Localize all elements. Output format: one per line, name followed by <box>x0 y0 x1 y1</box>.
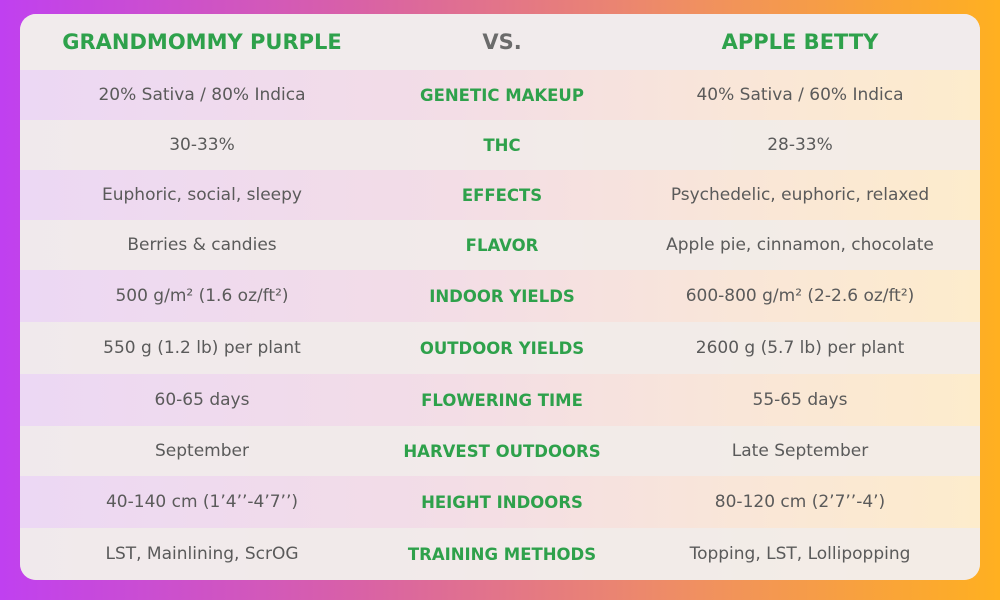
attribute-label: HEIGHT INDOORS <box>421 492 583 512</box>
attribute-label: FLOWERING TIME <box>421 390 583 410</box>
right-value: Topping, LST, Lollipopping <box>689 544 911 564</box>
left-value: Euphoric, social, sleepy <box>102 185 302 205</box>
left-value: Berries & candies <box>127 235 277 255</box>
right-value: 28-33% <box>767 135 833 155</box>
left-value: 500 g/m² (1.6 oz/ft²) <box>115 286 289 306</box>
left-value: 30-33% <box>169 135 235 155</box>
comparison-row: 40-140 cm (1’4’’-4’7’’) HEIGHT INDOORS 8… <box>20 476 980 528</box>
attribute-label: HARVEST OUTDOORS <box>403 441 601 461</box>
comparison-row: 500 g/m² (1.6 oz/ft²) INDOOR YIELDS 600-… <box>20 270 980 322</box>
comparison-header: GRANDMOMMY PURPLE VS. APPLE BETTY <box>20 14 980 70</box>
right-value: Late September <box>731 441 869 461</box>
comparison-row: 60-65 days FLOWERING TIME 55-65 days <box>20 374 980 426</box>
right-value: 2600 g (5.7 lb) per plant <box>695 338 905 358</box>
left-value: 40-140 cm (1’4’’-4’7’’) <box>105 492 298 512</box>
strain-right-title: APPLE BETTY <box>721 30 879 54</box>
comparison-row: LST, Mainlining, ScrOG TRAINING METHODS … <box>20 528 980 580</box>
right-value: Apple pie, cinnamon, chocolate <box>666 235 934 255</box>
left-value: 550 g (1.2 lb) per plant <box>103 338 301 358</box>
right-value: Psychedelic, euphoric, relaxed <box>670 185 930 205</box>
attribute-label: THC <box>483 135 521 155</box>
comparison-card: GRANDMOMMY PURPLE VS. APPLE BETTY 20% Sa… <box>20 14 980 580</box>
left-value: 20% Sativa / 80% Indica <box>98 85 306 105</box>
strain-left-title: GRANDMOMMY PURPLE <box>62 30 342 54</box>
comparison-row: 20% Sativa / 80% Indica GENETIC MAKEUP 4… <box>20 70 980 120</box>
attribute-label: FLAVOR <box>465 235 539 255</box>
left-value: 60-65 days <box>154 390 250 410</box>
right-value: 80-120 cm (2’7’’-4’) <box>714 492 886 512</box>
attribute-label: EFFECTS <box>461 185 543 205</box>
comparison-row: Berries & candies FLAVOR Apple pie, cinn… <box>20 220 980 270</box>
comparison-row: September HARVEST OUTDOORS Late Septembe… <box>20 426 980 476</box>
left-value: LST, Mainlining, ScrOG <box>105 544 299 564</box>
left-value: September <box>155 441 249 461</box>
right-value: 55-65 days <box>752 390 848 410</box>
attribute-label: INDOOR YIELDS <box>429 286 575 306</box>
attribute-label: OUTDOOR YIELDS <box>419 338 585 358</box>
comparison-row: Euphoric, social, sleepy EFFECTS Psyched… <box>20 170 980 220</box>
comparison-row: 30-33% THC 28-33% <box>20 120 980 170</box>
versus-label: VS. <box>482 30 522 54</box>
attribute-label: GENETIC MAKEUP <box>420 85 584 105</box>
comparison-row: 550 g (1.2 lb) per plant OUTDOOR YIELDS … <box>20 322 980 374</box>
right-value: 600-800 g/m² (2-2.6 oz/ft²) <box>685 286 915 306</box>
right-value: 40% Sativa / 60% Indica <box>696 85 904 105</box>
attribute-label: TRAINING METHODS <box>407 544 597 564</box>
